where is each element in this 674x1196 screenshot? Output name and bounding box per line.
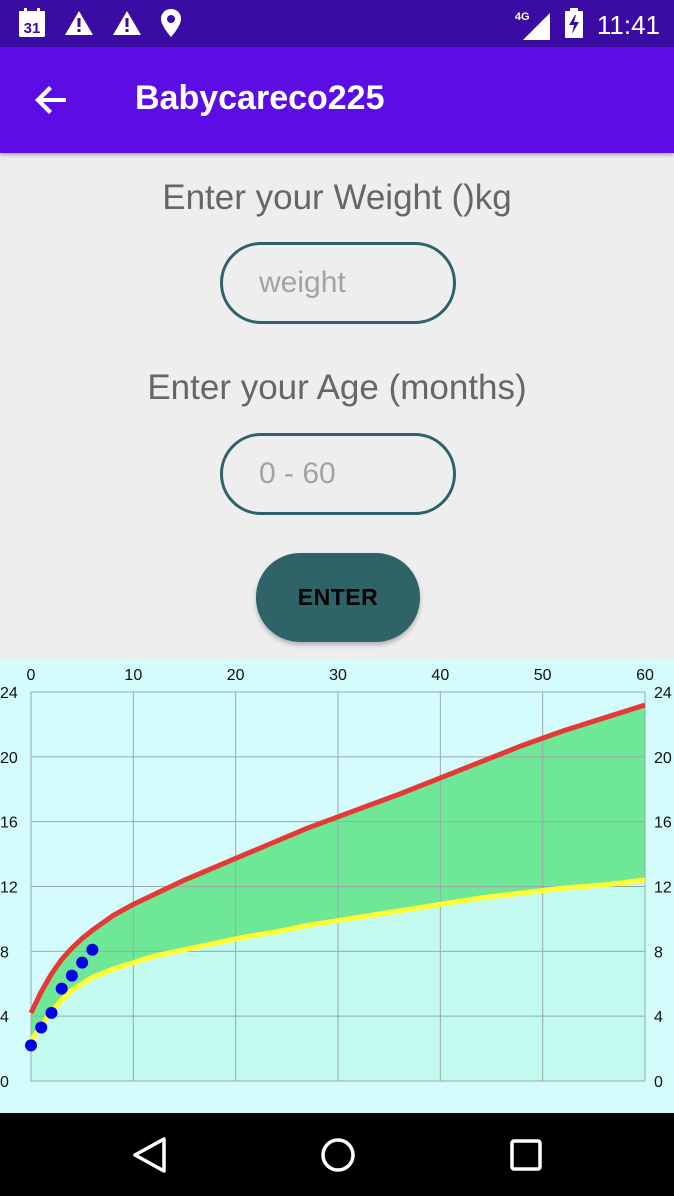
y-tick-label-right: 0 — [654, 1074, 663, 1091]
x-tick-label: 50 — [534, 667, 552, 684]
app-bar: Babycareco225 — [0, 47, 674, 153]
clock: 11:41 — [596, 10, 660, 40]
upper-limit-line — [28, 702, 646, 1015]
y-tick-label-right: 12 — [654, 880, 672, 897]
y-tick-label-right: 8 — [654, 944, 663, 961]
nav-home-button[interactable] — [318, 1135, 358, 1175]
x-tick-label: 60 — [636, 667, 654, 684]
square-recents-icon — [510, 1139, 542, 1171]
weight-input[interactable] — [220, 242, 456, 324]
battery-icon — [564, 8, 583, 43]
data-point — [35, 1021, 48, 1034]
navigation-bar — [0, 1113, 674, 1196]
y-tick-label-right: 4 — [654, 1009, 663, 1026]
x-tick-label: 20 — [227, 667, 245, 684]
nav-back-button[interactable] — [130, 1135, 170, 1175]
data-point — [86, 943, 99, 956]
y-tick-label-left: 8 — [0, 944, 9, 961]
age-input[interactable] — [220, 433, 456, 515]
nav-recents-button[interactable] — [506, 1135, 546, 1175]
data-point — [65, 969, 78, 982]
warning-icon — [64, 10, 94, 41]
weight-label: Enter your Weight ()kg — [162, 178, 512, 217]
enter-button[interactable]: ENTER — [256, 553, 420, 642]
signal-icon: 4G — [515, 11, 551, 41]
age-label: Enter your Age (months) — [147, 368, 527, 407]
x-tick-label: 30 — [329, 667, 347, 684]
y-tick-label-left: 12 — [0, 880, 18, 897]
y-tick-label-left: 20 — [0, 750, 18, 767]
calendar-icon: 31 — [18, 8, 46, 43]
y-tick-label-right: 16 — [654, 815, 672, 832]
back-button[interactable] — [32, 80, 72, 120]
app-title: Babycareco225 — [135, 79, 385, 117]
y-tick-label-left: 24 — [0, 685, 18, 702]
network-type: 4G — [514, 10, 530, 23]
data-point — [76, 956, 89, 969]
x-tick-label: 0 — [27, 667, 36, 684]
calendar-day: 31 — [24, 20, 41, 37]
y-tick-label-left: 0 — [0, 1074, 9, 1091]
data-point — [25, 1039, 37, 1052]
y-tick-label-right: 24 — [654, 685, 672, 702]
data-point — [45, 1006, 58, 1019]
warning-icon — [112, 10, 142, 41]
arrow-back-icon — [35, 86, 66, 114]
lower-limit-line — [28, 877, 646, 1042]
data-point — [55, 982, 68, 995]
growth-chart: 0 10 20 30 40 50 60 0 0 4 4 8 8 12 12 16 16 20 20 24 24 — [0, 660, 674, 1113]
y-tick-label-left: 4 — [0, 1009, 9, 1026]
circle-home-icon — [321, 1138, 355, 1172]
status-bar: 31 4G — [0, 0, 674, 47]
y-tick-label-right: 20 — [654, 750, 672, 767]
triangle-back-icon — [133, 1137, 166, 1173]
x-tick-label: 40 — [431, 667, 449, 684]
y-tick-label-left: 16 — [0, 815, 18, 832]
status-icons-right: 4G 11:41 — [515, 8, 660, 43]
location-icon — [160, 8, 182, 43]
status-icons-left: 31 — [18, 8, 182, 43]
x-tick-label: 10 — [124, 667, 142, 684]
growth-chart-svg: 0 10 20 30 40 50 60 0 0 4 4 8 8 12 12 16 16 20 20 24 24 — [0, 667, 672, 1091]
